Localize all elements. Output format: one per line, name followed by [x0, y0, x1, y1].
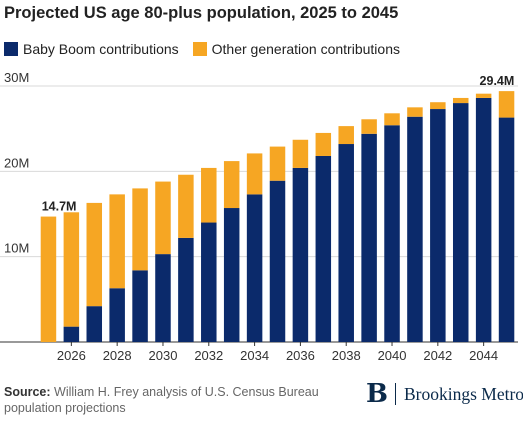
brand-logo-block: B Brookings Metro	[366, 381, 523, 407]
bar-other-2033	[223, 161, 240, 209]
bar-baby-boom-2041	[407, 116, 423, 342]
x-tick-label: 2028	[103, 348, 132, 363]
bar-baby-boom-2038	[338, 144, 354, 342]
bar-baby-boom-2030	[155, 254, 171, 342]
bar-other-2031	[178, 174, 194, 238]
x-tick-label: 2040	[378, 348, 407, 363]
bar-baby-boom-2045	[498, 117, 515, 342]
bar-other-2029	[132, 188, 148, 271]
bar-other-2036	[292, 139, 309, 168]
y-tick-label: 30M	[4, 70, 29, 85]
x-tick-label: 2026	[57, 348, 86, 363]
data-label-2045: 29.4M	[480, 74, 515, 88]
bar-baby-boom-2028	[109, 288, 125, 342]
bar-other-2038	[338, 126, 354, 145]
source-label: Source:	[4, 385, 51, 399]
y-tick-label: 20M	[4, 155, 29, 170]
bar-baby-boom-2043	[452, 103, 469, 342]
data-label-2025: 14.7M	[42, 200, 77, 214]
x-tick-label: 2042	[423, 348, 452, 363]
bar-other-2030	[155, 181, 171, 255]
bar-baby-boom-2040	[384, 125, 400, 343]
chart-title: Projected US age 80-plus population, 202…	[4, 4, 399, 22]
source-note: Source: William H. Frey analysis of U.S.…	[4, 384, 324, 416]
legend-swatch-baby-boom	[4, 42, 18, 56]
bar-other-2025	[40, 216, 57, 342]
bar-other-2028	[109, 194, 125, 289]
bar-baby-boom-2031	[178, 237, 194, 342]
bar-baby-boom-2029	[132, 270, 148, 342]
bar-baby-boom-2027	[86, 306, 103, 342]
bar-other-2035	[269, 146, 286, 181]
bar-other-2042	[430, 102, 446, 110]
bar-baby-boom-2042	[430, 109, 446, 342]
bar-other-2039	[361, 119, 377, 134]
bar-other-2041	[407, 107, 423, 117]
bar-other-2026	[63, 212, 80, 327]
bar-baby-boom-2036	[292, 167, 309, 342]
brookings-b-icon: B	[366, 379, 388, 409]
legend: Baby Boom contributions Other generation…	[4, 41, 414, 57]
bar-baby-boom-2039	[361, 133, 377, 342]
bar-baby-boom-2032	[201, 222, 217, 342]
x-tick-label: 2030	[149, 348, 178, 363]
x-tick-label: 2044	[469, 348, 498, 363]
bar-other-2043	[452, 97, 469, 104]
legend-swatch-other	[192, 42, 207, 56]
bar-other-2040	[384, 113, 400, 126]
y-tick-label: 10M	[4, 241, 29, 256]
legend-label-other: Other generation contributions	[211, 41, 400, 57]
bar-baby-boom-2033	[223, 208, 240, 342]
bar-other-2037	[315, 132, 332, 156]
bar-baby-boom-2034	[246, 194, 263, 342]
x-tick-label: 2036	[286, 348, 315, 363]
bar-other-2027	[86, 202, 103, 307]
bar-baby-boom-2037	[315, 155, 332, 342]
bar-other-2034	[246, 153, 263, 195]
bar-layer	[40, 91, 515, 343]
brand-divider	[394, 383, 396, 405]
bar-baby-boom-2035	[269, 180, 286, 342]
label-layer: 10M 20M 30M 2026 2028 2030 2032 2034 2036 2038 204…	[4, 70, 514, 363]
bar-baby-boom-2026	[63, 326, 80, 342]
legend-label-baby-boom: Baby Boom contributions	[23, 41, 179, 57]
legend-item-other: Other generation contributions	[192, 41, 400, 57]
bar-other-2044	[475, 93, 492, 98]
bar-other-2045	[498, 91, 515, 118]
x-tick-label: 2034	[240, 348, 269, 363]
source-text: William H. Frey analysis of U.S. Census …	[4, 385, 319, 415]
x-tick-label: 2032	[194, 348, 223, 363]
bar-baby-boom-2044	[475, 97, 492, 343]
x-tick-label: 2038	[332, 348, 361, 363]
legend-item-baby-boom: Baby Boom contributions	[4, 41, 179, 57]
brand-name: Brookings Metro	[403, 383, 523, 404]
bar-other-2032	[201, 167, 217, 223]
